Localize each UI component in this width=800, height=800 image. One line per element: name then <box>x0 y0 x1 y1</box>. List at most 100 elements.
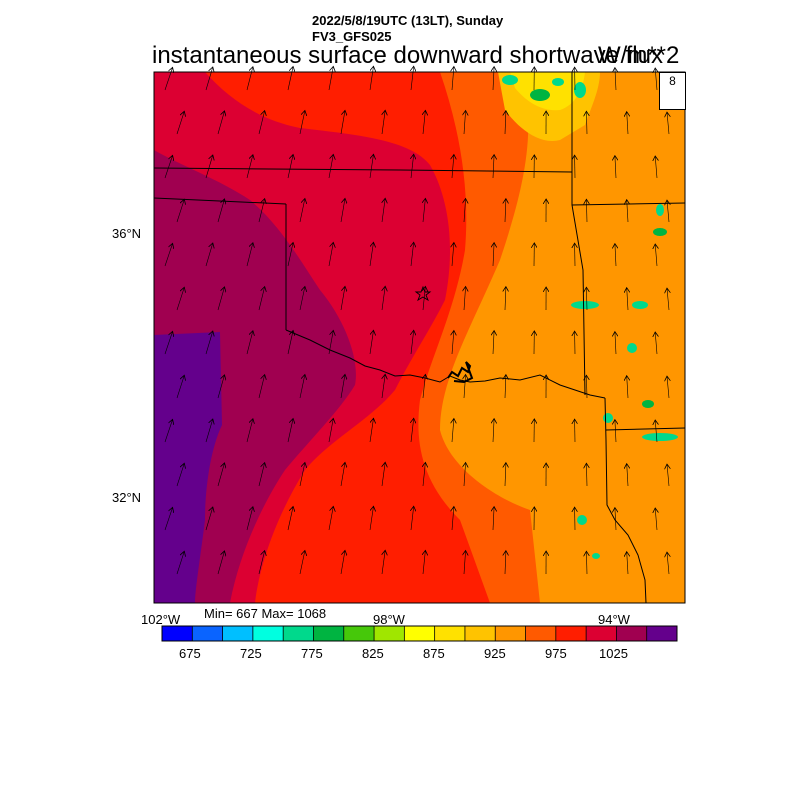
wind-vector <box>627 288 628 311</box>
colorbar-swatch <box>343 626 375 641</box>
wind-vector <box>299 111 305 135</box>
wind-vector <box>655 420 657 443</box>
map-frame <box>153 71 686 604</box>
wind-vector <box>586 463 587 487</box>
wind-vector <box>423 374 425 399</box>
wind-vector <box>382 462 385 487</box>
wind-vector <box>382 550 385 575</box>
colorbar <box>161 625 678 642</box>
wind-vector <box>493 507 494 531</box>
wind-vector <box>464 199 466 223</box>
wind-vector <box>176 111 184 135</box>
wind-vector <box>655 332 657 355</box>
wind-vector <box>464 463 466 487</box>
wind-vector <box>655 508 657 531</box>
wind-vector <box>423 550 425 575</box>
wind-vector <box>287 419 293 443</box>
wind-vector <box>246 155 253 179</box>
wind-vector <box>328 154 333 179</box>
wind-vector <box>246 331 253 355</box>
wind-vector <box>464 551 466 575</box>
wind-vector <box>411 154 414 179</box>
wind-vector <box>258 463 265 487</box>
wind-vector <box>164 507 173 531</box>
wind-vector <box>217 375 225 399</box>
wind-vector <box>615 332 616 355</box>
wind-vector <box>328 242 333 267</box>
wind-vector <box>627 464 628 487</box>
wind-vector <box>369 506 374 531</box>
wind-vector <box>340 286 345 311</box>
wind-vector <box>246 507 253 531</box>
city-star-marker <box>414 285 432 302</box>
colorbar-swatch <box>495 626 526 641</box>
wind-vector <box>164 67 173 91</box>
wind-vector <box>586 199 587 223</box>
wind-vector <box>205 507 213 531</box>
wind-vector <box>411 242 414 267</box>
wind-vector <box>382 198 385 223</box>
wind-vector <box>667 464 669 487</box>
arkansas-louisiana-border <box>605 427 686 431</box>
wind-vector <box>667 376 669 399</box>
wind-vector <box>667 112 669 135</box>
cloud-patch <box>574 82 586 98</box>
cloud-patch <box>577 515 587 525</box>
wind-vector <box>164 419 173 443</box>
wind-vector <box>287 155 293 179</box>
wind-vector <box>299 551 305 575</box>
colorbar-frame <box>161 625 678 642</box>
wind-vector <box>505 111 506 135</box>
wind-vector <box>217 287 225 311</box>
title-units: W/m**2 <box>598 42 680 69</box>
colorbar-label-725: 725 <box>240 646 262 661</box>
colorbar-swatch <box>404 626 435 641</box>
wind-vector <box>615 420 616 443</box>
wind-vector <box>452 243 454 267</box>
cloud-patch <box>603 413 613 423</box>
wind-vector <box>176 375 184 399</box>
wind-vector <box>299 199 305 223</box>
wind-vector <box>176 551 184 575</box>
flux-field <box>154 72 685 603</box>
wind-vector <box>340 374 345 399</box>
cloud-patch <box>571 301 599 309</box>
wind-vector <box>505 287 506 311</box>
wind-vector <box>369 418 374 443</box>
wind-vector <box>164 243 173 267</box>
wind-vector <box>176 199 184 223</box>
wind-vector <box>423 198 425 223</box>
lat-label-32n: 32°N <box>112 490 142 505</box>
colorbar-swatch <box>162 626 193 641</box>
colorbar-swatch <box>646 626 678 641</box>
lat-label-36n: 36°N <box>112 226 142 241</box>
wind-vector <box>452 155 454 179</box>
wind-vector <box>258 375 265 399</box>
colorbar-swatch <box>525 626 557 641</box>
reference-vector-box: 8 <box>659 72 686 110</box>
colorbar-swatch <box>586 626 617 641</box>
wind-vector <box>493 67 494 91</box>
wind-vector <box>423 462 425 487</box>
wind-vector <box>287 507 293 531</box>
wind-vector <box>411 506 414 531</box>
wind-vector <box>411 66 414 91</box>
wind-vector <box>423 110 425 135</box>
wind-vector <box>164 331 173 355</box>
cloud-patch <box>530 89 550 101</box>
colorbar-label-925: 925 <box>484 646 506 661</box>
cloud-patch <box>552 78 564 86</box>
wind-vector <box>246 419 253 443</box>
wind-vector <box>586 287 587 311</box>
min-max-stats: Min= 667 Max= 1068 <box>204 606 327 621</box>
wind-vector <box>615 68 616 91</box>
wind-vector <box>464 111 466 135</box>
wind-vector <box>176 287 184 311</box>
wind-vector <box>655 156 657 179</box>
wind-vector <box>382 286 385 311</box>
colorbar-swatch <box>313 626 345 641</box>
cloud-patch <box>627 343 637 353</box>
title-model: FV3_GFS025 <box>312 29 392 44</box>
wind-vector <box>464 287 466 311</box>
colorbar-swatch <box>252 626 284 641</box>
